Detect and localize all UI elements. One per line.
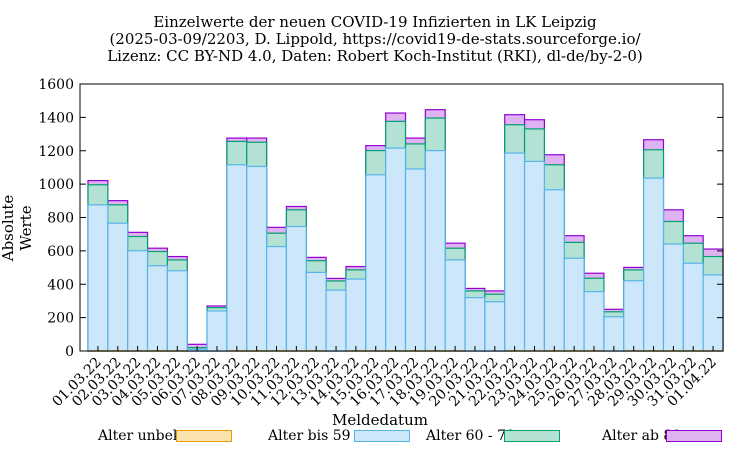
bar-alter-bis-59-09.03.22 [246, 165, 268, 352]
bar-alter-bis-59-26.03.22 [583, 290, 605, 352]
chart-title-line-1: Einzelwerte der neuen COVID-19 Infiziert… [153, 13, 597, 31]
bar-alter-bis-59-31.03.22 [682, 262, 704, 352]
bar-alter-bis-59-29.03.22 [643, 177, 665, 352]
y-tick-label-0: 0 [65, 344, 74, 360]
bar-alter-bis-59-05.03.22 [166, 270, 188, 352]
bar-alter-bis-59-10.03.22 [265, 245, 288, 352]
bar-alter-bis-59-15.03.22 [365, 174, 387, 352]
bar-alter-bis-59-24.03.22 [543, 189, 565, 352]
bar-alter-bis-59-17.03.22 [404, 168, 426, 352]
legend-label-ab80: Alter ab 80 [602, 428, 682, 444]
bar-alter-bis-59-12.03.22 [305, 271, 327, 352]
y-tick-label-1200: 1200 [38, 144, 74, 160]
y-tick-label-1600: 1600 [38, 77, 74, 93]
legend-swatch-ab80 [666, 430, 722, 442]
legend-label-60-79: Alter 60 - 79 [426, 428, 515, 444]
y-tick-label-400: 400 [47, 277, 74, 293]
legend-label-bis59: Alter bis 59 [268, 428, 351, 444]
x-axis-label: Meldedatum [332, 411, 428, 429]
chart-title-line-3: Lizenz: CC BY-ND 4.0, Daten: Robert Koch… [107, 47, 643, 65]
bar-alter-bis-59-23.03.22 [523, 160, 545, 352]
bar-alter-bis-59-30.03.22 [662, 243, 684, 352]
bar-alter-bis-59-13.03.22 [325, 289, 347, 352]
y-tick-label-800: 800 [47, 211, 74, 227]
bar-alter-bis-59-20.03.22 [464, 297, 486, 352]
bar-alter-bis-59-02.03.22 [107, 222, 129, 352]
bar-alter-bis-59-16.03.22 [385, 147, 407, 352]
y-tick-label-200: 200 [47, 311, 74, 327]
bar-alter-bis-59-27.03.22 [603, 316, 625, 352]
bar-alter-bis-59-03.03.22 [127, 250, 149, 352]
bar-alter-bis-59-08.03.22 [226, 164, 248, 352]
bar-alter-bis-59-19.03.22 [444, 259, 466, 352]
legend-swatch-60-79 [504, 430, 560, 442]
bar-alter-bis-59-21.03.22 [484, 301, 506, 352]
legend-swatch-unbek [176, 430, 232, 442]
bar-alter-bis-59-22.03.22 [504, 152, 526, 352]
bar-alter-bis-59-11.03.22 [285, 225, 307, 352]
bar-alter-bis-59-01.04.22 [702, 274, 724, 352]
y-tick-label-1400: 1400 [38, 110, 74, 126]
bar-alter-bis-59-18.03.22 [424, 149, 446, 352]
y-tick-label-600: 600 [47, 244, 74, 260]
chart-title-line-2: (2025-03-09/2203, D. Lippold, https://co… [109, 30, 641, 48]
y-axis-label: Absolute Werte [0, 194, 35, 262]
bar-alter-bis-59-14.03.22 [345, 278, 367, 352]
bar-alter-bis-59-28.03.22 [623, 280, 645, 352]
legend-label-unbek: Alter unbek. [98, 428, 186, 444]
y-tick-label-1000: 1000 [38, 177, 74, 193]
bar-alter-bis-59-07.03.22 [206, 310, 228, 352]
bar-alter-bis-59-04.03.22 [146, 265, 168, 352]
bar-alter-bis-59-25.03.22 [563, 257, 585, 352]
bar-alter-bis-59-01.03.22 [87, 204, 109, 352]
legend-swatch-bis59 [354, 430, 410, 442]
